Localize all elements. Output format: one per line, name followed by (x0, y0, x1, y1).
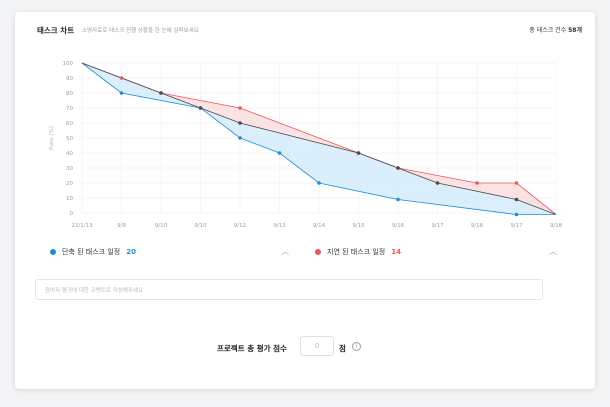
x-tick-label: 9/15 (352, 223, 365, 229)
delayed-point (238, 106, 242, 110)
x-tick-label: 9/16 (392, 223, 405, 229)
x-tick-label: 22/1/13 (71, 223, 93, 229)
comment-input[interactable]: 참여자 평가에 대한 코멘트로 작성해주세요 (35, 279, 543, 300)
delayed-point (514, 181, 519, 185)
legend-delayed: 지연 된 태스크 일정 14 (315, 247, 401, 257)
baseline-point (159, 91, 163, 95)
shortened-point (317, 181, 321, 185)
baseline-point (198, 106, 203, 110)
total-task-count: 총 태스크 건수 58개 (529, 25, 582, 34)
y-tick-label: 10 (66, 196, 73, 202)
total-task-value: 58개 (568, 27, 582, 34)
delayed-point (475, 181, 479, 185)
shortened-point (238, 136, 242, 140)
y-tick-label: 20 (66, 181, 73, 187)
x-tick-label: 9/17 (431, 223, 444, 229)
x-tick-label: 9/10 (194, 223, 207, 229)
chart-subtitle: 소명자료로 태스크 진행 상황을 한 눈에 살펴보세요 (82, 28, 199, 34)
x-tick-label: 9/13 (273, 223, 286, 229)
y-tick-label: 80 (66, 91, 73, 97)
score-input[interactable]: 0 (300, 336, 334, 356)
y-tick-label: 100 (63, 61, 74, 67)
x-tick-label: 9/16 (471, 223, 484, 229)
x-tick-label: 9/12 (234, 223, 246, 229)
legend-shortened: 단축 된 태스크 일정 20 (50, 247, 136, 257)
baseline-point (238, 121, 242, 125)
legend-delayed-label: 지연 된 태스크 일정 (327, 248, 386, 256)
legend-shortened-count: 20 (126, 248, 136, 256)
total-task-label: 총 태스크 건수 (529, 27, 567, 34)
delayed-point (119, 76, 124, 80)
baseline-point (435, 181, 440, 185)
baseline-point (514, 197, 519, 202)
shortened-point (119, 91, 124, 95)
shortened-point (277, 151, 282, 155)
x-tick-label: 9/14 (313, 223, 326, 229)
chevron-up-icon[interactable]: ︿ (281, 247, 289, 256)
y-tick-label: 60 (66, 121, 73, 127)
x-tick-label: 9/10 (155, 223, 168, 229)
x-tick-label: 9/18 (550, 223, 563, 229)
legend-shortened-label: 단축 된 태스크 일정 (62, 248, 121, 256)
y-tick-label: 50 (66, 136, 73, 142)
chart-title: 태스크 차트 (37, 26, 75, 35)
legend-delayed-count: 14 (391, 248, 401, 256)
x-tick-label: 9/17 (510, 223, 523, 229)
y-tick-label: 70 (66, 106, 73, 112)
x-tick-label: 9/9 (117, 223, 126, 229)
shortened-area (82, 63, 556, 215)
y-tick-label: 90 (66, 76, 73, 82)
y-tick-label: 40 (66, 151, 73, 157)
score-label: 프로젝트 총 평가 점수 (217, 344, 287, 353)
baseline-point (356, 151, 361, 155)
shortened-dot-icon (50, 249, 56, 255)
info-icon[interactable]: i (352, 342, 361, 351)
shortened-point (514, 212, 519, 217)
delayed-dot-icon (315, 249, 321, 255)
score-unit: 점 (339, 344, 346, 353)
y-tick-label: 30 (66, 166, 73, 172)
chevron-up-icon[interactable]: ︿ (549, 247, 557, 256)
baseline-point (396, 166, 400, 170)
y-tick-label: 0 (70, 211, 74, 217)
y-axis-label: Rate (%) (49, 126, 55, 150)
shortened-point (396, 197, 400, 202)
